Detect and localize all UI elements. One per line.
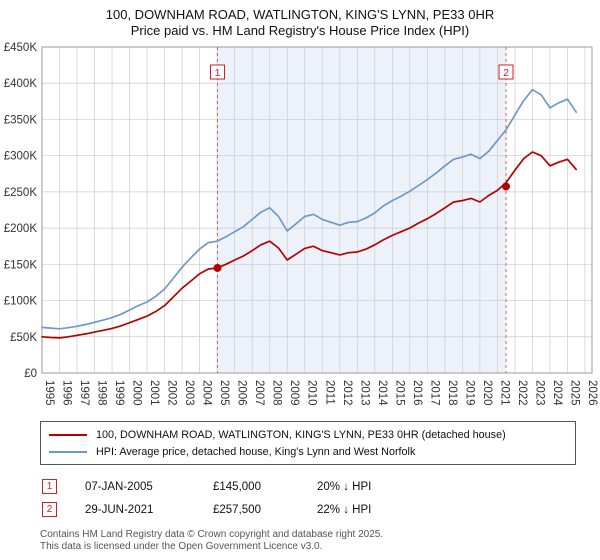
sale-2-marker-label: 2 <box>503 67 509 79</box>
price-chart-svg: 1995 1996 1997 1998 1999 2000 2001 2002 2003 2004… <box>4 42 598 406</box>
sales-table: 1 07-JAN-2005 £145,000 20% ↓ HPI 2 29-JU… <box>42 475 600 521</box>
x-axis-label: 2002 <box>166 380 178 406</box>
y-axis-label: £50K <box>10 332 37 344</box>
y-axis-label: £100K <box>4 296 38 308</box>
y-axis-label: £450K <box>4 42 38 54</box>
x-axis-label: 1997 <box>78 380 90 406</box>
x-axis-label: 2009 <box>288 380 300 406</box>
y-axis-label: £300K <box>4 151 38 163</box>
license-note: Contains HM Land Registry data © Crown c… <box>40 529 600 553</box>
x-axis-label: 1999 <box>113 380 125 406</box>
page-title: 100, DOWNHAM ROAD, WATLINGTON, KING'S LY… <box>105 7 495 22</box>
hpi-line-sample <box>49 450 87 453</box>
sale-1-marker-label: 1 <box>215 67 221 79</box>
price-paid-line-sample <box>49 433 87 436</box>
x-axis-label: 2020 <box>481 380 493 406</box>
sale-1-marker: 1 <box>42 479 57 494</box>
x-axis-label: 2011 <box>323 380 335 405</box>
sale-1-marker-box <box>210 64 226 80</box>
license-line-1: Contains HM Land Registry data © Crown c… <box>40 529 384 540</box>
x-axis-label: 2000 <box>131 380 143 406</box>
x-axis-label: 2001 <box>148 380 160 406</box>
sale-2-date: 29-JUN-2021 <box>85 503 154 516</box>
x-axis-label: 2022 <box>516 380 528 406</box>
sale-1-price: £145,000 <box>213 480 261 493</box>
x-axis-label: 1996 <box>61 380 73 406</box>
x-axis-label: 2006 <box>236 380 248 406</box>
x-axis-label: 2007 <box>253 380 265 406</box>
y-axis-label: £400K <box>4 78 38 90</box>
x-axis-label: 2003 <box>183 380 195 406</box>
y-axis-label: £250K <box>4 187 38 199</box>
x-axis-label: 2019 <box>463 380 475 406</box>
legend-row-price-paid: 100, DOWNHAM ROAD, WATLINGTON, KING'S LY… <box>49 426 567 443</box>
sale-1-hpi-diff: 20% ↓ HPI <box>317 480 372 493</box>
sale-1-date: 07-JAN-2005 <box>85 480 153 493</box>
y-axis-label: £0 <box>24 368 37 380</box>
sale-2-marker-box <box>498 64 514 80</box>
x-axis-label: 2016 <box>411 380 423 406</box>
x-axis-label: 2014 <box>376 380 388 406</box>
x-axis-label: 2026 <box>586 380 598 406</box>
x-axis-label: 2010 <box>306 380 318 406</box>
x-axis-label: 2018 <box>446 380 458 406</box>
x-axis-label: 2017 <box>428 380 440 406</box>
y-axis-label: £150K <box>4 259 38 271</box>
plot-border <box>41 46 593 374</box>
x-axis-label: 2024 <box>551 380 563 406</box>
page-subtitle: Price paid vs. HM Land Registry's House … <box>130 23 470 38</box>
x-axis-label: 2005 <box>218 380 230 406</box>
legend-label-hpi: HPI: Average price, detached house, King… <box>96 445 416 458</box>
legend-label-price-paid: 100, DOWNHAM ROAD, WATLINGTON, KING'S LY… <box>96 428 506 441</box>
x-axis-label: 2021 <box>498 380 510 406</box>
y-axis-label: £200K <box>4 223 38 235</box>
x-axis-label: 2023 <box>533 380 545 406</box>
sale-2-price: £257,500 <box>213 503 261 516</box>
sale-2-hpi-diff: 22% ↓ HPI <box>317 503 372 516</box>
x-axis-label: 1998 <box>96 380 108 406</box>
price-chart: 1995 1996 1997 1998 1999 2000 2001 2002 2003 2004… <box>0 41 600 415</box>
table-row: 1 07-JAN-2005 £145,000 20% ↓ HPI <box>42 475 600 498</box>
x-axis-label: 2004 <box>201 380 213 406</box>
chart-title: 100, DOWNHAM ROAD, WATLINGTON, KING'S LY… <box>0 0 600 39</box>
sale-1-point <box>213 263 222 272</box>
x-axis-label: 2013 <box>358 380 370 406</box>
legend: 100, DOWNHAM ROAD, WATLINGTON, KING'S LY… <box>40 421 576 465</box>
price_paid-line <box>41 151 578 339</box>
license-line-2: This data is licensed under the Open Gov… <box>40 541 323 552</box>
legend-row-hpi: HPI: Average price, detached house, King… <box>49 443 567 460</box>
x-axis-label: 2008 <box>271 380 283 406</box>
table-row: 2 29-JUN-2021 £257,500 22% ↓ HPI <box>42 498 600 521</box>
x-axis-label: 1995 <box>43 380 55 406</box>
x-axis-label: 2015 <box>393 380 405 406</box>
sale-2-point <box>501 182 510 191</box>
sale-2-marker: 2 <box>42 502 57 517</box>
x-axis-label: 2025 <box>568 380 580 406</box>
hpi-line <box>41 88 578 330</box>
x-axis-label: 2012 <box>341 380 353 406</box>
y-axis-label: £350K <box>4 114 38 126</box>
